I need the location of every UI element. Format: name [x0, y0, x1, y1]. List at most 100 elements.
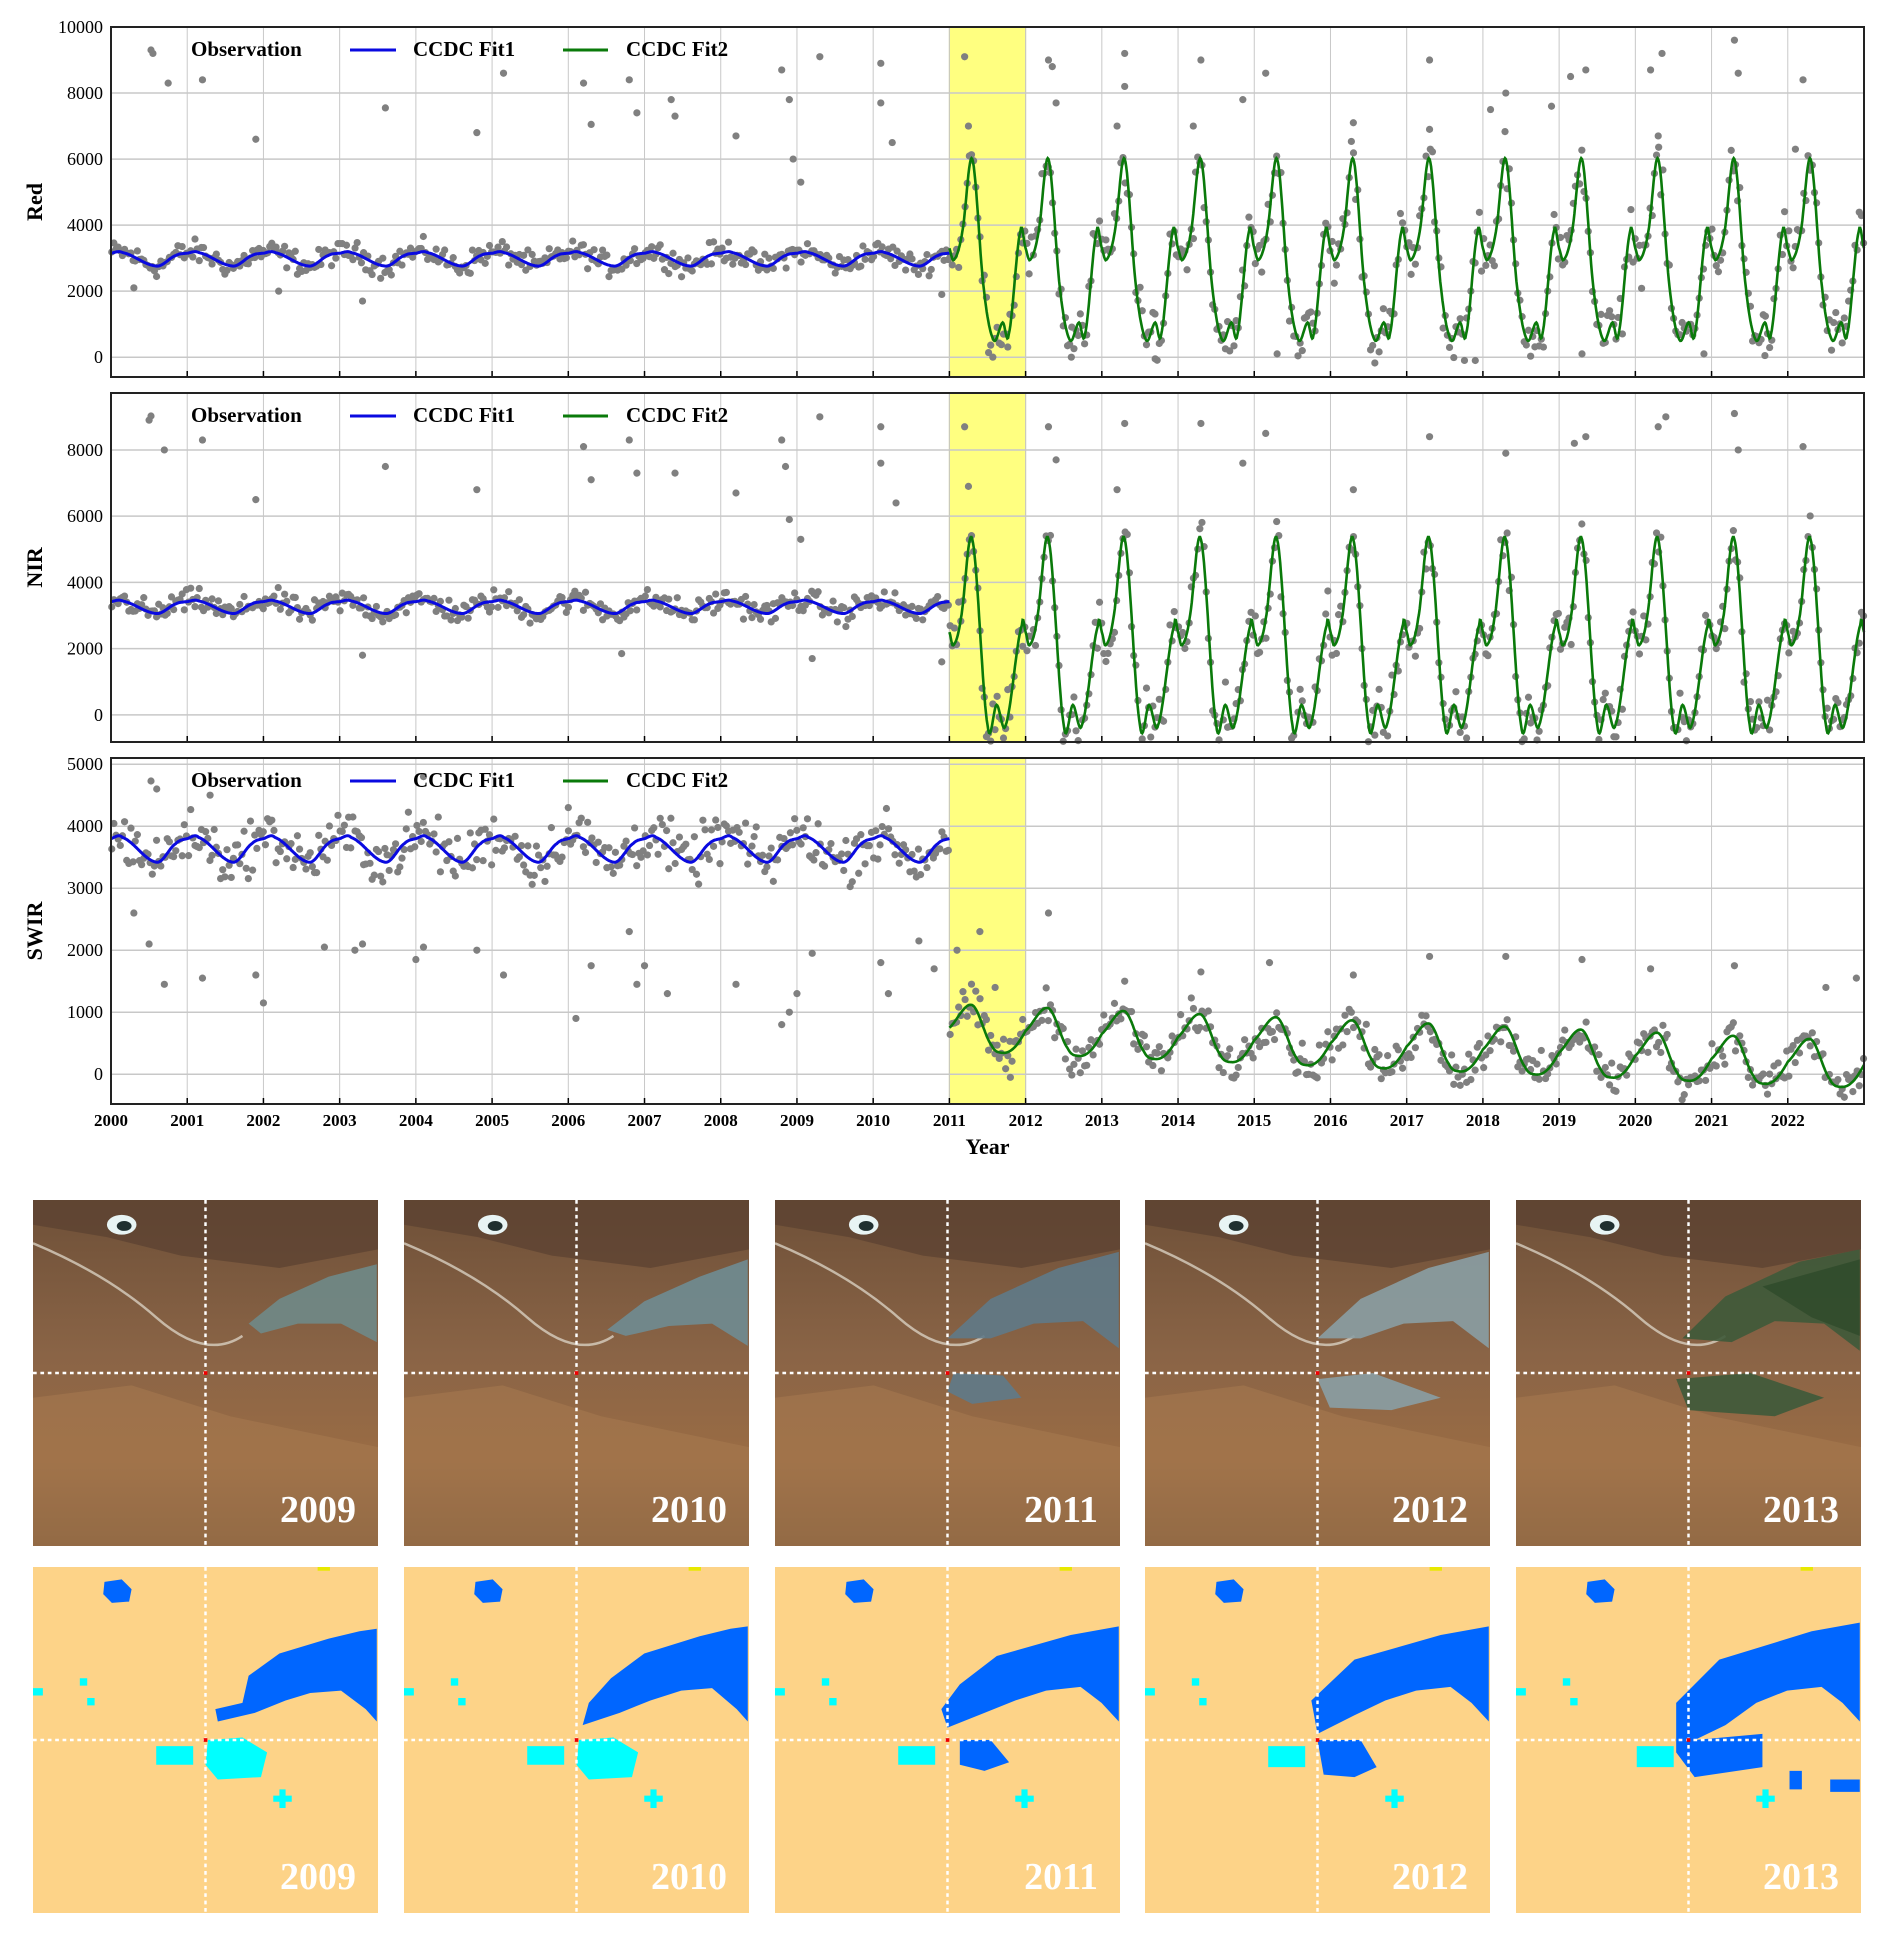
- observation-point: [283, 855, 291, 863]
- observation-point: [729, 260, 737, 268]
- observation-point: [1497, 1038, 1505, 1046]
- observation-point: [936, 845, 944, 853]
- observation-point: [625, 76, 633, 84]
- observation-point: [1646, 965, 1655, 973]
- observation-point: [752, 823, 760, 831]
- observation-point: [490, 586, 498, 594]
- observation-point: [396, 863, 404, 871]
- alluvial-plain: [33, 1385, 378, 1546]
- observation-point: [633, 606, 641, 614]
- observation-point: [785, 1008, 793, 1016]
- observation-point: [336, 607, 344, 615]
- observation-point: [130, 909, 138, 917]
- observation-point: [684, 254, 692, 262]
- new-water-class-area: [1268, 1746, 1306, 1768]
- lake-water-patch: [845, 1579, 874, 1603]
- observation-point: [315, 831, 323, 839]
- observation-point: [778, 66, 786, 74]
- observation-point: [748, 842, 756, 850]
- observation-point: [1196, 525, 1204, 533]
- observation-point: [528, 880, 536, 888]
- observation-point: [419, 232, 427, 241]
- observation-point: [910, 867, 918, 875]
- observation-point: [468, 246, 477, 254]
- observation-point: [157, 862, 165, 870]
- new-water-cross-patch: [1385, 1789, 1404, 1808]
- observation-point: [984, 348, 993, 357]
- observation-point: [656, 814, 664, 822]
- classification-map-canvas: [1516, 1567, 1861, 1913]
- target-pixel-marker: [1315, 1371, 1320, 1375]
- observation-point: [379, 618, 387, 626]
- observation-point: [891, 589, 899, 597]
- observation-point: [712, 816, 720, 824]
- observation-point: [1456, 1081, 1464, 1089]
- observation-point: [370, 871, 378, 879]
- observation-point: [275, 287, 283, 295]
- observation-point: [643, 585, 652, 594]
- observation-point: [430, 830, 438, 838]
- observation-point: [379, 254, 387, 262]
- new-water-cross-patch: [1015, 1789, 1034, 1808]
- observation-point: [485, 241, 494, 250]
- satellite-year-label: 2013: [1763, 1489, 1839, 1531]
- observation-point: [682, 840, 690, 848]
- observation-point: [351, 946, 359, 954]
- observation-point: [1547, 102, 1556, 110]
- salt-lake-center: [487, 1221, 503, 1231]
- observation-point: [579, 843, 587, 851]
- observation-point: [577, 814, 585, 822]
- observation-point: [1490, 262, 1498, 270]
- observation-point: [252, 135, 260, 143]
- observation-point: [1655, 1038, 1663, 1047]
- water-class-area: [215, 1628, 377, 1722]
- observation-point: [782, 264, 790, 272]
- observation-point: [791, 589, 799, 597]
- observation-point: [160, 980, 168, 988]
- observation-point: [1221, 678, 1230, 686]
- y-tick-label: 2000: [67, 940, 103, 960]
- observation-point: [1076, 1069, 1084, 1077]
- observation-point: [1273, 1009, 1281, 1017]
- observation-point: [797, 840, 805, 848]
- observation-point: [1307, 308, 1315, 316]
- legend: Observation CCDC Fit1 CCDC Fit2: [147, 403, 728, 427]
- observation-point: [1183, 266, 1191, 274]
- legend-fit2-label: CCDC Fit2: [626, 403, 728, 427]
- x-tick-label: 2004: [399, 1111, 434, 1130]
- observation-point: [1736, 1032, 1744, 1040]
- observation-point: [1550, 210, 1558, 219]
- observation-point: [611, 848, 620, 856]
- observation-point: [1830, 318, 1838, 327]
- observation-point: [908, 602, 916, 610]
- observation-point: [1324, 587, 1332, 595]
- observation-point: [982, 1015, 991, 1024]
- observation-point: [663, 990, 671, 998]
- observation-point: [1567, 640, 1575, 649]
- legend-fit1-label: CCDC Fit1: [413, 403, 515, 427]
- observation-point: [663, 827, 671, 835]
- observation-point: [1578, 520, 1586, 528]
- y-tick-label: 8000: [67, 83, 103, 103]
- observation-point: [198, 974, 207, 982]
- observation-point: [1002, 1065, 1010, 1073]
- observation-point: [479, 857, 487, 865]
- observation-point: [1721, 1060, 1729, 1068]
- ccdc-fit2-line: [948, 1003, 1866, 1089]
- satellite-image-canvas: [775, 1200, 1120, 1546]
- observation-point: [558, 593, 566, 602]
- observation-point: [1719, 1052, 1727, 1060]
- observation-point: [456, 269, 464, 277]
- observation-point: [671, 859, 679, 868]
- observation-point: [741, 592, 750, 601]
- observation-point: [385, 866, 393, 875]
- observation-point: [877, 423, 885, 431]
- x-tick-label: 2000: [94, 1111, 128, 1130]
- dry-riverbed: [775, 1242, 986, 1347]
- observation-point: [950, 624, 959, 632]
- observation-point: [1052, 456, 1060, 464]
- observation-point: [140, 594, 148, 602]
- observation-point: [1197, 56, 1205, 64]
- observation-point: [259, 999, 268, 1007]
- observation-point: [1730, 409, 1739, 418]
